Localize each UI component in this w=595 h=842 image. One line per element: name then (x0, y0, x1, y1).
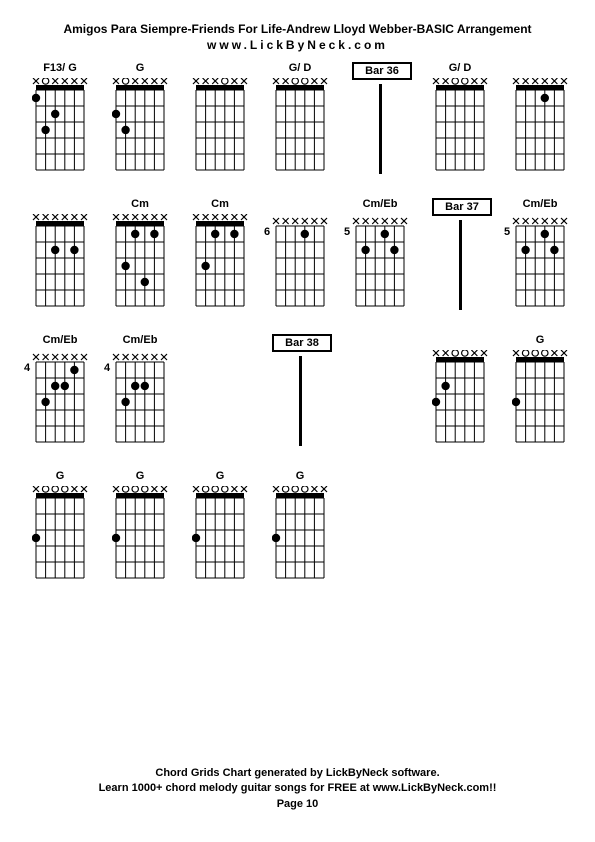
chord-diagram: F13/ G (26, 62, 94, 187)
chord-label: G (186, 470, 254, 482)
chord-row: GGGG (0, 470, 595, 600)
chord-diagram (426, 334, 494, 459)
chord-diagram: Cm/Eb 5 (346, 198, 414, 323)
chord-diagram: Cm/Eb 4 (106, 334, 174, 459)
bar-divider: Bar 36 (346, 62, 414, 187)
chord-diagram (26, 198, 94, 323)
chord-diagram: Cm/Eb 4 (26, 334, 94, 459)
chord-diagram: G (106, 470, 174, 595)
chord-label: Cm/Eb (346, 198, 414, 210)
chord-row: Cm Cm 6 Cm/Eb 5 Bar 37 Cm/Eb 5 (0, 198, 595, 328)
bar-label: Bar 36 (352, 62, 412, 80)
site-url: www.LickByNeck.com (0, 38, 595, 52)
chord-diagram: G (506, 334, 574, 459)
chord-label: G/ D (266, 62, 334, 74)
chord-label: G (106, 62, 174, 74)
page-header: Amigos Para Siempre-Friends For Life-And… (0, 0, 595, 52)
chord-diagram: G/ D (426, 62, 494, 187)
spacer-cell (186, 334, 254, 459)
chord-label: Cm/Eb (506, 198, 574, 210)
fret-number: 4 (24, 362, 30, 374)
chord-diagram: Cm/Eb 5 (506, 198, 574, 323)
bar-line (299, 356, 302, 446)
fret-number: 5 (504, 226, 510, 238)
chord-row: Cm/Eb 4 Cm/Eb 4 Bar 38 G (0, 334, 595, 464)
chord-label: Cm (186, 198, 254, 210)
chord-diagram (506, 62, 574, 187)
chord-diagram: 6 (266, 198, 334, 323)
chord-label: Cm (106, 198, 174, 210)
chord-grid-area: F13/ GGG/ DBar 36G/ DCmCm6Cm/Eb5Bar 37Cm… (0, 62, 595, 600)
chord-diagram (186, 62, 254, 187)
chord-diagram: G (106, 62, 174, 187)
footer-line-1: Chord Grids Chart generated by LickByNec… (0, 766, 595, 781)
chord-label: Cm/Eb (26, 334, 94, 346)
bar-line (459, 220, 462, 310)
chord-diagram: G (266, 470, 334, 595)
chord-diagram: Cm (106, 198, 174, 323)
bar-label: Bar 37 (432, 198, 492, 216)
chord-label: G (106, 470, 174, 482)
chord-label: G (26, 470, 94, 482)
bar-divider: Bar 37 (426, 198, 494, 323)
chord-label: F13/ G (26, 62, 94, 74)
fret-number: 5 (344, 226, 350, 238)
footer-line-2: Learn 1000+ chord melody guitar songs fo… (0, 781, 595, 796)
chord-diagram: G (186, 470, 254, 595)
footer-page: Page 10 (0, 797, 595, 812)
song-title: Amigos Para Siempre-Friends For Life-And… (0, 22, 595, 36)
bar-divider: Bar 38 (266, 334, 334, 459)
fret-number: 4 (104, 362, 110, 374)
spacer-cell (346, 334, 414, 459)
chord-diagram: G/ D (266, 62, 334, 187)
page-footer: Chord Grids Chart generated by LickByNec… (0, 766, 595, 812)
bar-line (379, 84, 382, 174)
chord-diagram: G (26, 470, 94, 595)
chord-row: F13/ G G G/ D Bar 36 G/ D (0, 62, 595, 192)
chord-label: G (266, 470, 334, 482)
chord-label: G (506, 334, 574, 346)
chord-label: G/ D (426, 62, 494, 74)
fret-number: 6 (264, 226, 270, 238)
chord-diagram: Cm (186, 198, 254, 323)
bar-label: Bar 38 (272, 334, 332, 352)
chord-label: Cm/Eb (106, 334, 174, 346)
